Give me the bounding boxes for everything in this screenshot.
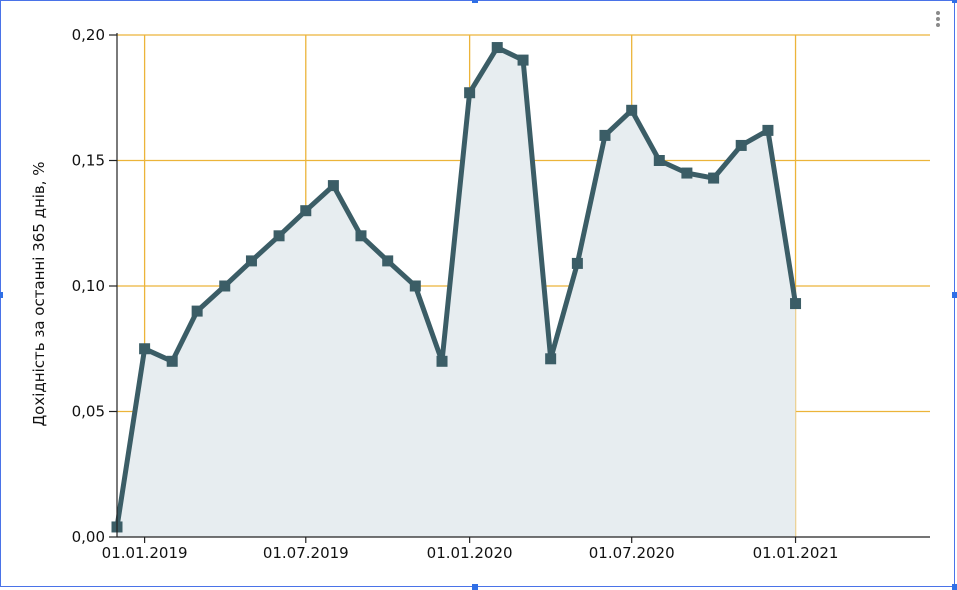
- data-point-4: [219, 280, 231, 292]
- data-point-3: [191, 305, 203, 317]
- data-point-8: [327, 180, 339, 192]
- resize-handle-bottom[interactable]: [472, 584, 478, 590]
- x-tick-label-1: 01.07.2019: [263, 544, 349, 562]
- data-point-25: [790, 298, 802, 310]
- y-tick-labels: 0,00 0,05 0,10 0,15 0,20: [72, 26, 105, 546]
- data-point-13: [464, 87, 476, 99]
- resize-handle-top-right[interactable]: [952, 0, 957, 3]
- data-point-24: [762, 124, 774, 136]
- data-point-6: [273, 230, 285, 242]
- series-markers: [111, 42, 802, 533]
- data-point-14: [491, 42, 503, 54]
- data-point-2: [166, 355, 178, 367]
- data-point-17: [571, 257, 583, 269]
- data-point-15: [517, 54, 529, 66]
- data-point-10: [382, 255, 394, 267]
- data-point-18: [599, 129, 611, 141]
- resize-handle-left[interactable]: [0, 292, 3, 298]
- y-tick-label-1: 0,05: [72, 403, 105, 421]
- resize-handle-right[interactable]: [952, 292, 957, 298]
- y-tick-label-4: 0,20: [72, 26, 105, 44]
- x-tick-label-3: 01.07.2020: [589, 544, 675, 562]
- x-tick-label-0: 01.01.2019: [102, 544, 188, 562]
- data-point-12: [436, 355, 448, 367]
- data-point-1: [139, 343, 151, 355]
- axes: [109, 33, 930, 543]
- data-point-16: [545, 353, 557, 365]
- more-menu-icon[interactable]: [933, 10, 943, 32]
- resize-handle-bottom-right[interactable]: [952, 584, 957, 590]
- data-point-23: [735, 139, 747, 151]
- x-tick-label-4: 01.01.2021: [753, 544, 839, 562]
- y-axis-label: Дохідність за останні 365 днів, %: [30, 161, 48, 426]
- data-point-11: [409, 280, 421, 292]
- resize-handle-top[interactable]: [472, 0, 478, 3]
- data-point-22: [708, 172, 720, 184]
- data-point-5: [245, 255, 257, 267]
- x-tick-label-2: 01.01.2020: [427, 544, 513, 562]
- series-area-fill: [117, 47, 796, 537]
- data-point-21: [681, 167, 693, 179]
- y-tick-label-3: 0,15: [72, 152, 105, 170]
- data-point-7: [300, 205, 312, 217]
- y-tick-label-2: 0,10: [72, 277, 105, 295]
- x-tick-labels: 01.01.2019 01.07.2019 01.01.2020 01.07.2020…: [102, 544, 839, 562]
- data-point-20: [653, 155, 665, 166]
- data-point-19: [626, 104, 638, 116]
- y-tick-label-0: 0,00: [72, 528, 105, 546]
- data-point-9: [355, 230, 367, 242]
